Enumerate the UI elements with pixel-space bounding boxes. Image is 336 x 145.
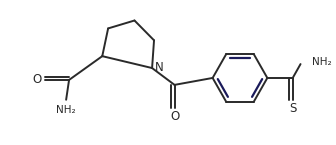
Text: O: O	[32, 73, 41, 86]
Text: O: O	[170, 110, 179, 123]
Text: N: N	[155, 61, 163, 74]
Text: NH₂: NH₂	[312, 57, 332, 67]
Text: S: S	[289, 102, 296, 115]
Text: NH₂: NH₂	[56, 105, 76, 115]
